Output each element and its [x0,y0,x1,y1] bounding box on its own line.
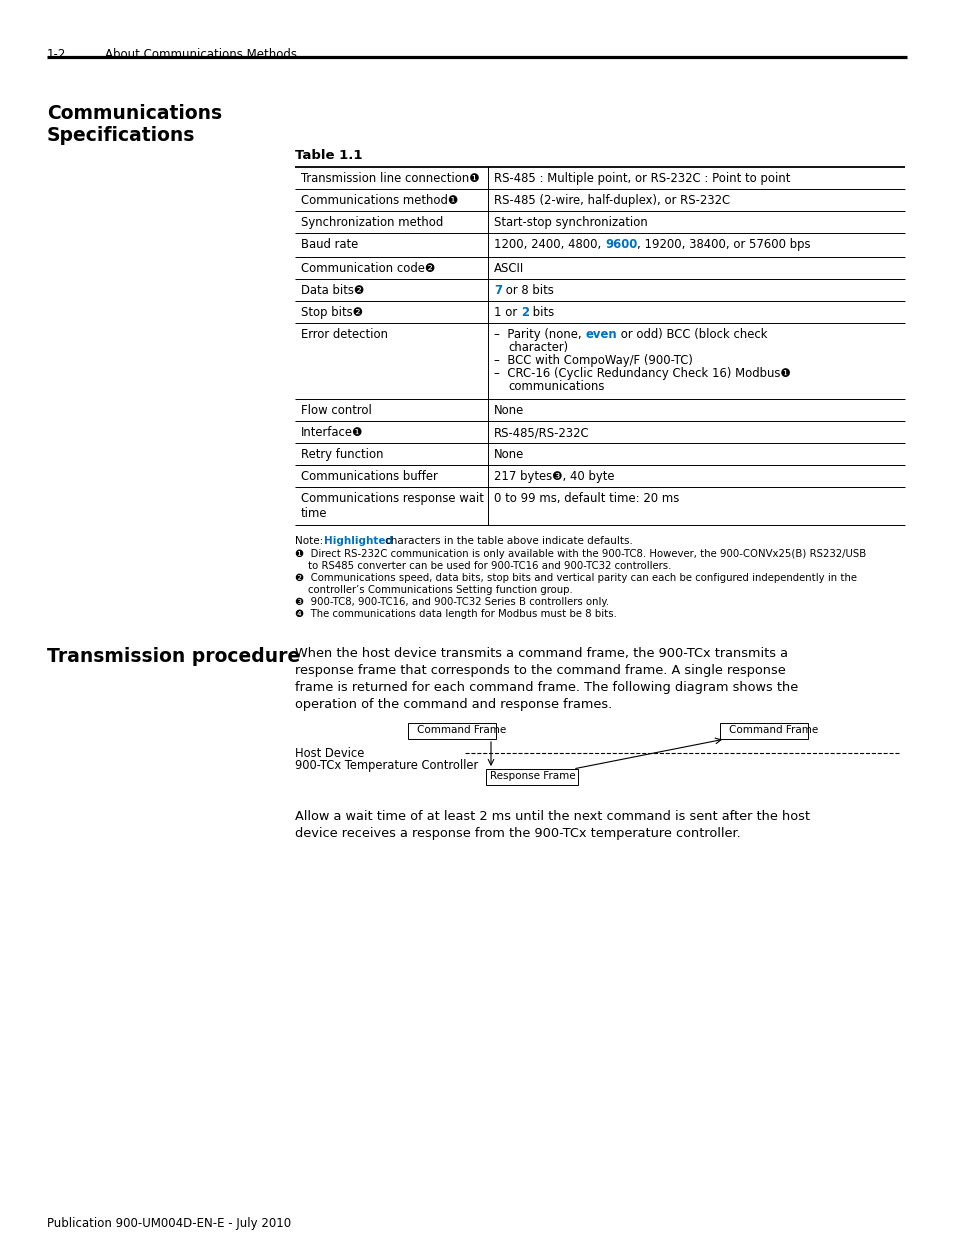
Text: Synchronization method: Synchronization method [301,216,443,228]
Text: controller’s Communications Setting function group.: controller’s Communications Setting func… [294,585,572,595]
Text: even: even [585,329,617,341]
Text: Communication code❷: Communication code❷ [301,262,435,275]
Text: 9600: 9600 [604,238,637,251]
Text: Interface❶: Interface❶ [301,426,363,438]
Text: –  Parity (none,: – Parity (none, [494,329,585,341]
Text: ❸  900-TC8, 900-TC16, and 900-TC32 Series B controllers only.: ❸ 900-TC8, 900-TC16, and 900-TC32 Series… [294,597,608,606]
Text: 217 bytes❸, 40 byte: 217 bytes❸, 40 byte [494,471,614,483]
Text: Transmission procedure: Transmission procedure [47,647,300,666]
Text: , 19200, 38400, or 57600 bps: , 19200, 38400, or 57600 bps [637,238,810,251]
Text: 1-2: 1-2 [47,48,67,61]
Text: Retry function: Retry function [301,448,383,461]
Text: RS-485 : Multiple point, or RS-232C : Point to point: RS-485 : Multiple point, or RS-232C : Po… [494,172,789,185]
Text: Baud rate: Baud rate [301,238,358,251]
Text: 2: 2 [520,306,528,319]
Text: response frame that corresponds to the command frame. A single response: response frame that corresponds to the c… [294,664,785,677]
Text: Data bits❷: Data bits❷ [301,284,364,296]
Bar [485,769,578,785]
Text: ❹  The communications data length for Modbus must be 8 bits.: ❹ The communications data length for Mod… [294,609,617,619]
Text: Communications buffer: Communications buffer [301,471,437,483]
Text: Allow a wait time of at least 2 ms until the next command is sent after the host: Allow a wait time of at least 2 ms until… [294,810,809,823]
Text: Table 1.1: Table 1.1 [294,149,362,162]
Text: 1 or: 1 or [494,306,520,319]
Text: Communications response wait
time: Communications response wait time [301,492,483,520]
Bar [408,722,496,739]
Text: Specifications: Specifications [47,126,195,144]
Text: bits: bits [528,306,554,319]
Text: Highlighted: Highlighted [324,536,393,546]
Text: character): character) [507,341,568,354]
Text: characters in the table above indicate defaults.: characters in the table above indicate d… [385,536,632,546]
Text: 1200, 2400, 4800,: 1200, 2400, 4800, [494,238,604,251]
Text: RS-485/RS-232C: RS-485/RS-232C [494,426,589,438]
Text: Note:: Note: [294,536,326,546]
Text: 0 to 99 ms, default time: 20 ms: 0 to 99 ms, default time: 20 ms [494,492,679,505]
Text: Publication 900-UM004D-EN-E - July 2010: Publication 900-UM004D-EN-E - July 2010 [47,1216,291,1230]
Text: Command Frame: Command Frame [416,725,506,735]
Text: About Communications Methods: About Communications Methods [105,48,296,61]
Text: Command Frame: Command Frame [728,725,818,735]
Bar [720,722,807,739]
Text: 900-TCx Temperature Controller: 900-TCx Temperature Controller [294,760,477,772]
Text: operation of the command and response frames.: operation of the command and response fr… [294,698,612,711]
Text: Communications method❶: Communications method❶ [301,194,457,207]
Text: –  CRC-16 (Cyclic Redundancy Check 16) Modbus❶: – CRC-16 (Cyclic Redundancy Check 16) Mo… [494,367,790,380]
Text: Error detection: Error detection [301,329,388,341]
Text: Host Device: Host Device [294,747,364,760]
Text: or odd) BCC (block check: or odd) BCC (block check [617,329,767,341]
Text: Response Frame: Response Frame [490,771,575,781]
Text: When the host device transmits a command frame, the 900-TCx transmits a: When the host device transmits a command… [294,647,787,659]
Text: –  BCC with CompoWay/F (900-TC): – BCC with CompoWay/F (900-TC) [494,354,692,367]
Text: ❷  Communications speed, data bits, stop bits and vertical parity can each be co: ❷ Communications speed, data bits, stop … [294,573,856,583]
Text: to RS485 converter can be used for 900-TC16 and 900-TC32 controllers.: to RS485 converter can be used for 900-T… [294,561,671,571]
Text: Communications: Communications [47,104,222,124]
Text: or 8 bits: or 8 bits [501,284,553,296]
Text: Start-stop synchronization: Start-stop synchronization [494,216,647,228]
Text: ❶  Direct RS-232C communication is only available with the 900-TC8. However, the: ❶ Direct RS-232C communication is only a… [294,550,865,559]
Text: Transmission line connection❶: Transmission line connection❶ [301,172,479,185]
Text: ASCII: ASCII [494,262,524,275]
Text: device receives a response from the 900-TCx temperature controller.: device receives a response from the 900-… [294,827,740,840]
Text: communications: communications [507,380,604,393]
Text: None: None [494,404,524,417]
Text: Stop bits❷: Stop bits❷ [301,306,363,319]
Text: Flow control: Flow control [301,404,372,417]
Text: RS-485 (2-wire, half-duplex), or RS-232C: RS-485 (2-wire, half-duplex), or RS-232C [494,194,729,207]
Text: frame is returned for each command frame. The following diagram shows the: frame is returned for each command frame… [294,680,798,694]
Text: 7: 7 [494,284,501,296]
Text: None: None [494,448,524,461]
